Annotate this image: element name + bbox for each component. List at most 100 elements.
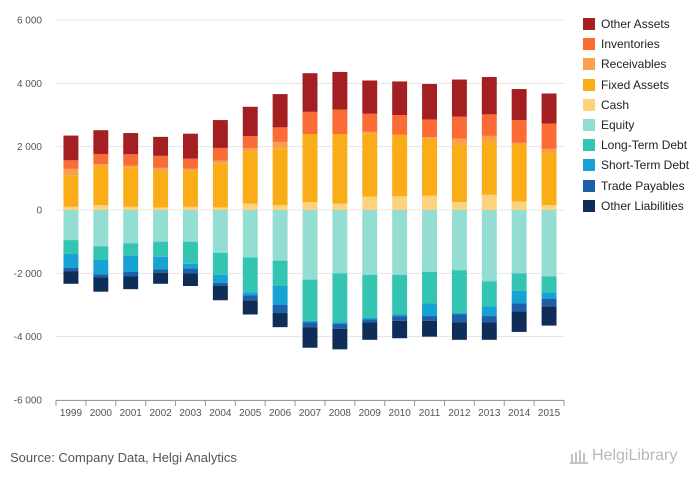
legend-item: Fixed Assets xyxy=(583,75,689,95)
bar-segment xyxy=(123,206,139,210)
bar-segment xyxy=(242,210,258,258)
bar-segment xyxy=(481,194,497,210)
bar-segment xyxy=(302,279,318,321)
bar-segment xyxy=(183,170,198,207)
bar-segment xyxy=(481,322,497,340)
bar-segment xyxy=(422,138,437,196)
bar-segment xyxy=(541,93,557,124)
bar-segment xyxy=(392,210,408,275)
bar-segment xyxy=(541,298,557,307)
bar-segment xyxy=(362,317,378,320)
bar-segment xyxy=(183,263,198,269)
x-tick-label: 2012 xyxy=(448,408,471,419)
bar-segment xyxy=(481,141,497,195)
bar-segment xyxy=(541,148,557,153)
bar-segment xyxy=(422,303,437,317)
bar-segment xyxy=(123,167,139,207)
library-icon xyxy=(570,448,588,464)
bar-segment xyxy=(93,153,109,165)
bar-segment xyxy=(153,136,169,156)
bar-segment xyxy=(332,71,348,110)
bar-segment xyxy=(392,314,408,317)
bar-segment xyxy=(63,160,79,169)
bar-segment xyxy=(541,123,557,149)
bar-segment xyxy=(302,202,318,210)
bar-segment xyxy=(451,138,467,146)
bar-segment xyxy=(392,134,408,197)
bar-segment xyxy=(93,165,109,206)
bar-segment xyxy=(302,134,318,203)
bar-segment xyxy=(272,148,288,206)
x-tick-label: 2001 xyxy=(120,408,143,419)
bar-segment xyxy=(242,106,258,137)
legend-label: Other Assets xyxy=(601,17,670,32)
x-tick-label: 2015 xyxy=(538,408,561,419)
bar-segment xyxy=(451,202,467,210)
bar-segment xyxy=(332,203,348,210)
bar-segment xyxy=(481,114,497,136)
bar-segment xyxy=(511,142,527,145)
bar-segment xyxy=(451,314,467,323)
bar-segment xyxy=(93,205,109,210)
bar-segment xyxy=(242,300,258,315)
bar-segment xyxy=(451,270,467,313)
bar-segment xyxy=(272,312,288,328)
bar-segment xyxy=(451,116,467,139)
bar-segment xyxy=(362,196,378,210)
legend-swatch xyxy=(583,98,595,111)
bar-segment xyxy=(511,290,527,304)
legend-label: Inventories xyxy=(601,37,660,52)
bar-segment xyxy=(153,272,169,284)
bar-segment xyxy=(153,269,169,273)
y-tick-label: 0 xyxy=(36,206,42,217)
bar-segment xyxy=(302,73,318,112)
x-tick-label: 2005 xyxy=(239,408,262,419)
bar-segment xyxy=(63,168,79,176)
bar-segment xyxy=(451,79,467,117)
bar-segment xyxy=(272,141,288,149)
bar-segment xyxy=(93,246,109,261)
bar-segment xyxy=(392,115,408,135)
y-tick-label: -2 000 xyxy=(14,269,43,280)
bar-segment xyxy=(153,241,169,257)
bar-segment xyxy=(481,306,497,317)
x-tick-label: 2011 xyxy=(419,408,441,419)
bar-segment xyxy=(332,210,348,274)
bar-segment xyxy=(451,145,467,203)
legend-label: Cash xyxy=(601,97,630,112)
bar-segment xyxy=(153,155,169,168)
bar-segment xyxy=(123,210,139,244)
bar-segment xyxy=(481,77,497,115)
bar-segment xyxy=(183,241,198,264)
bar-segment xyxy=(123,133,139,155)
bar-segment xyxy=(63,175,79,207)
bar-segment xyxy=(272,127,288,142)
x-tick-label: 2002 xyxy=(149,408,172,419)
bar-segment xyxy=(422,271,437,304)
legend-swatch xyxy=(583,38,595,51)
bar-segment xyxy=(302,327,318,348)
legend-item: Other Liabilities xyxy=(583,196,689,216)
x-tick-label: 2007 xyxy=(299,408,322,419)
bar-segment xyxy=(272,94,288,128)
bar-segment xyxy=(63,206,79,210)
x-tick-label: 1999 xyxy=(60,408,83,419)
legend-swatch xyxy=(583,78,595,91)
legend-label: Long-Term Debt xyxy=(601,138,688,153)
bar-segment xyxy=(541,292,557,299)
bar-segment xyxy=(242,148,258,152)
legend-item: Other Assets xyxy=(583,14,689,34)
bar-segment xyxy=(511,210,527,274)
bar-segment xyxy=(392,316,408,321)
bar-segment xyxy=(183,210,198,242)
legend-label: Fixed Assets xyxy=(601,77,670,92)
bar-segment xyxy=(481,281,497,307)
bar-segment xyxy=(272,205,288,210)
y-tick-label: 4 000 xyxy=(17,79,42,90)
bar-segment xyxy=(212,210,228,253)
bar-segment xyxy=(123,165,139,168)
legend-label: Equity xyxy=(601,118,635,133)
bar-segment xyxy=(511,144,527,202)
bar-segment xyxy=(332,109,348,134)
source-note: Source: Company Data, Helgi Analytics xyxy=(10,450,237,465)
